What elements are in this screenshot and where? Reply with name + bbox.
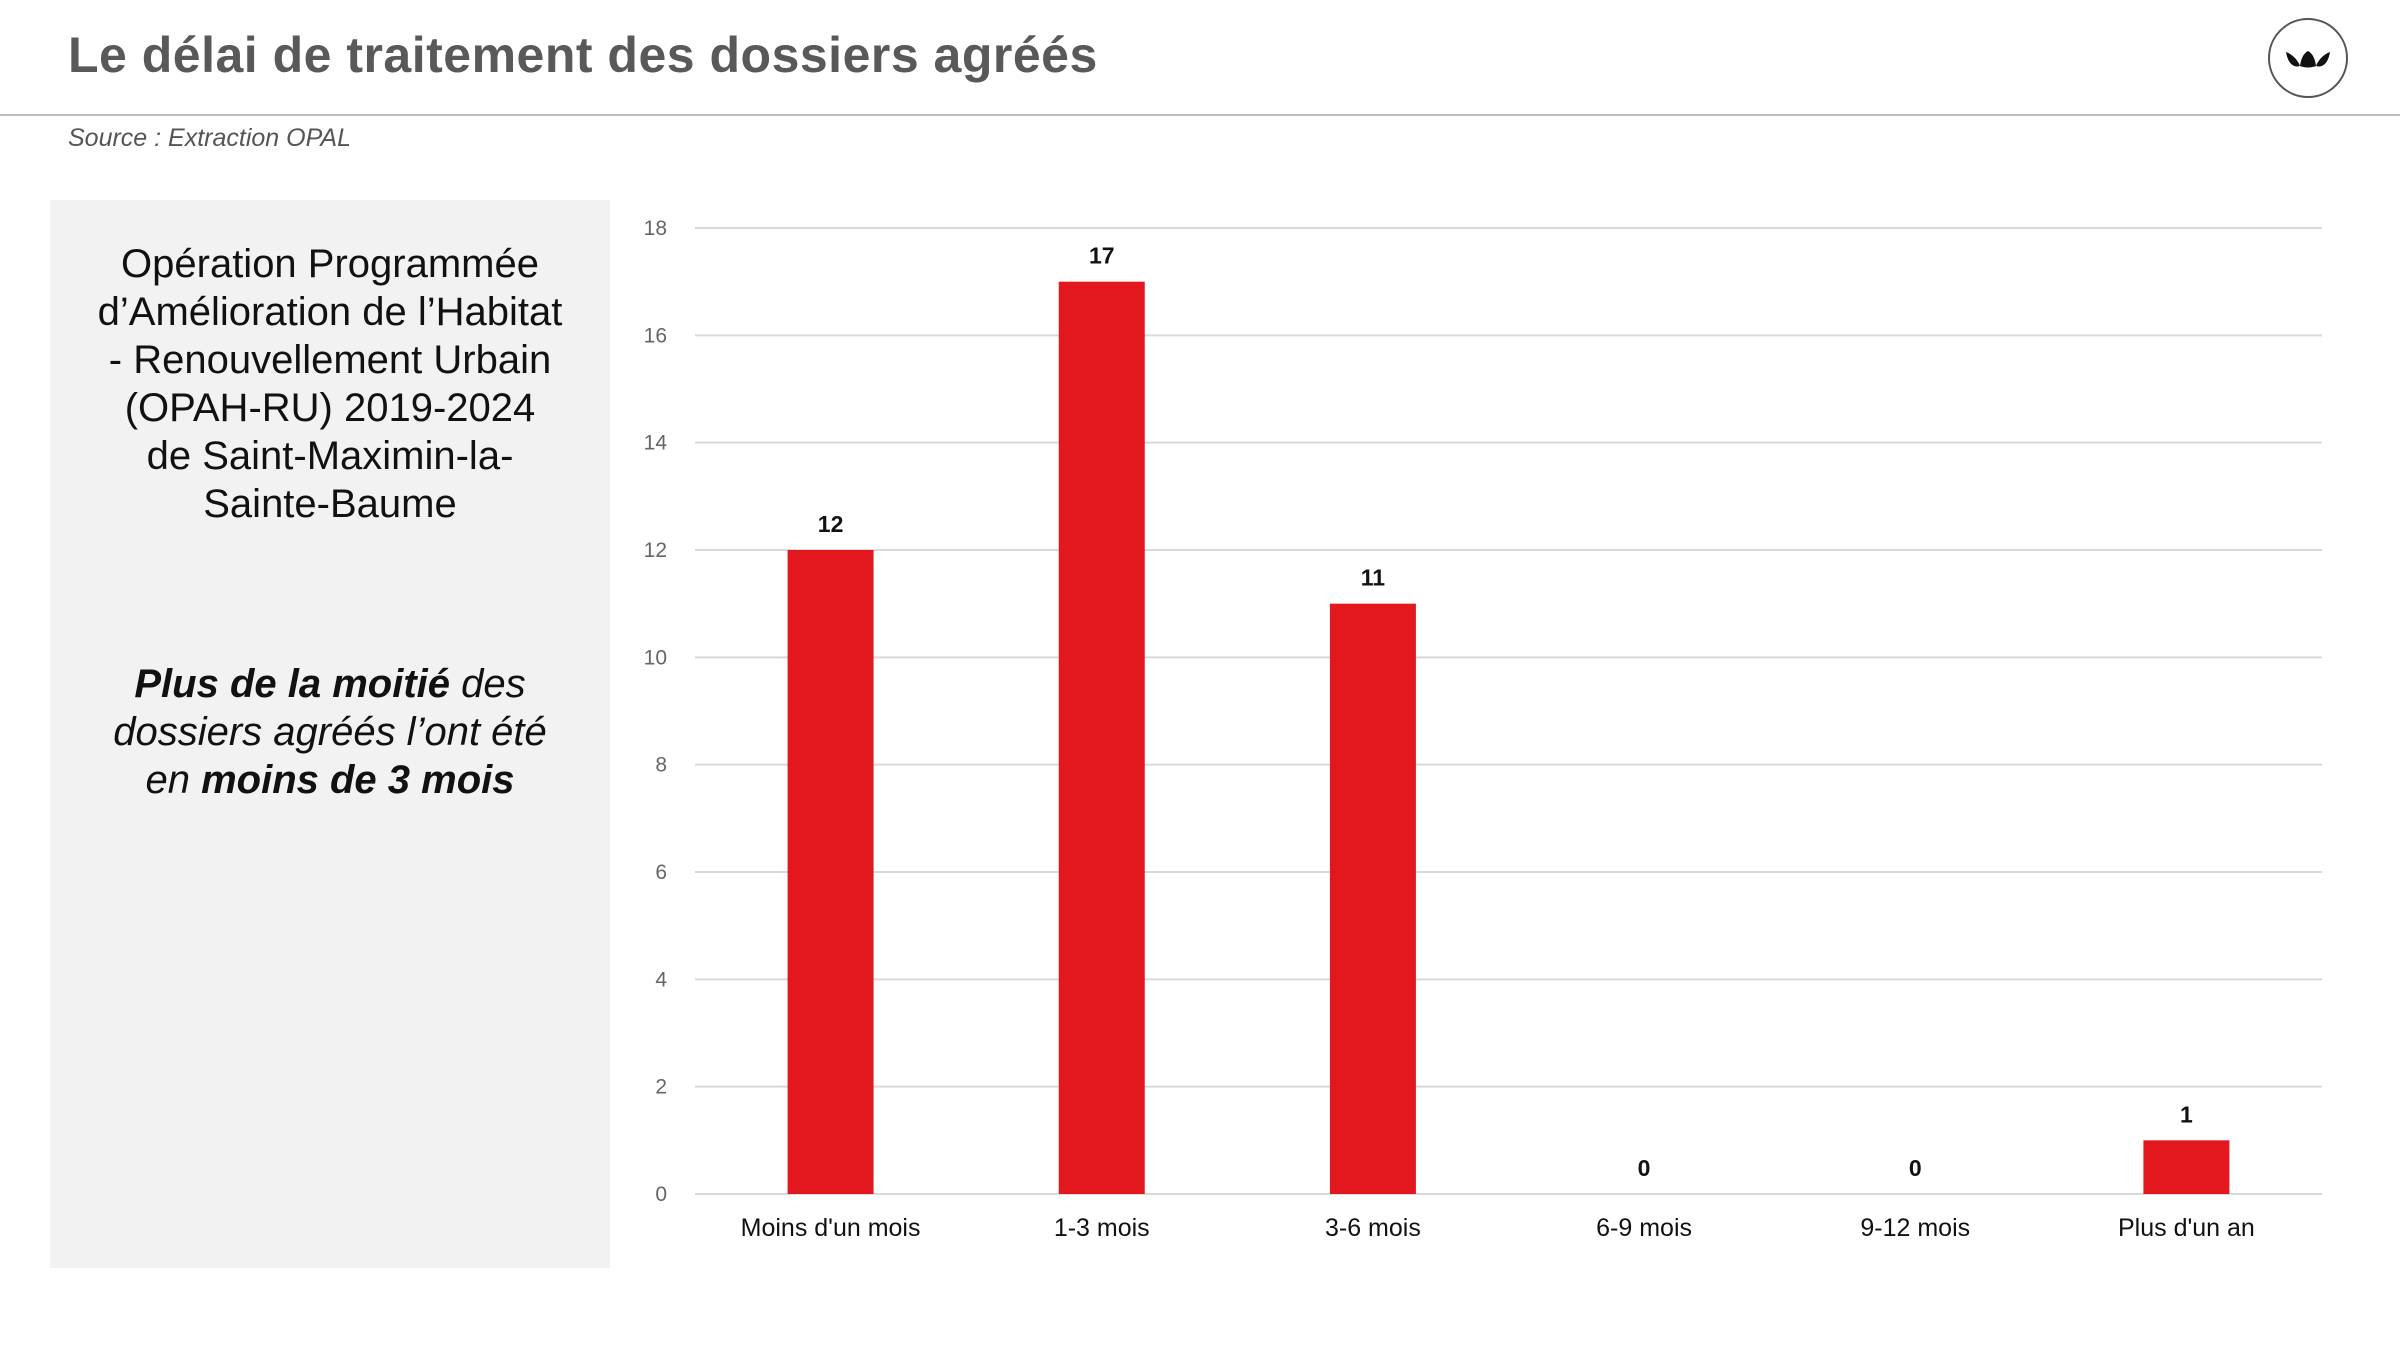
key-finding-emphasis: moins de 3 mois <box>201 758 515 802</box>
y-tick-label: 16 <box>644 324 667 347</box>
programme-title: Opération Programmée d’Amélioration de l… <box>70 240 590 528</box>
source-note: Source : Extraction OPAL <box>68 124 351 152</box>
programme-title-line: Sainte-Baume <box>203 482 457 526</box>
data-label: 11 <box>1361 565 1386 591</box>
data-label: 0 <box>1909 1155 1922 1181</box>
x-tick-label: Plus d'un an <box>2118 1214 2255 1242</box>
programme-title-line: de Saint-Maximin-la- <box>146 434 514 478</box>
bar <box>1058 281 1145 1195</box>
y-tick-label: 0 <box>655 1183 667 1206</box>
programme-title-line: Opération Programmée <box>121 242 539 286</box>
data-label: 17 <box>1089 243 1115 269</box>
bar <box>2143 1140 2230 1194</box>
key-finding-text: en <box>145 758 202 802</box>
y-tick-label: 10 <box>644 646 667 669</box>
bar <box>787 550 874 1194</box>
y-tick-label: 18 <box>644 217 667 240</box>
data-label: 0 <box>1638 1155 1651 1181</box>
x-tick-label: 3-6 mois <box>1325 1214 1421 1242</box>
x-tick-label: 1-3 mois <box>1054 1214 1150 1242</box>
x-tick-label: 6-9 mois <box>1596 1214 1692 1242</box>
header-divider <box>0 114 2400 116</box>
bar <box>1329 603 1416 1194</box>
data-label: 1 <box>2180 1101 2193 1127</box>
y-tick-label: 8 <box>655 754 667 777</box>
key-finding: Plus de la moitié des dossiers agréés l’… <box>70 660 590 804</box>
y-tick-label: 12 <box>644 539 667 562</box>
y-tick-label: 2 <box>655 1076 667 1099</box>
y-tick-label: 14 <box>644 432 668 455</box>
x-tick-label: Moins d'un mois <box>741 1214 921 1242</box>
programme-title-line: - Renouvellement Urbain <box>108 338 552 382</box>
brand-logo-icon <box>2268 18 2348 98</box>
info-panel: Opération Programmée d’Amélioration de l… <box>50 200 610 1268</box>
data-label: 12 <box>818 511 844 537</box>
y-tick-label: 4 <box>655 968 667 991</box>
key-finding-text: des <box>450 662 526 706</box>
key-finding-text: dossiers agréés l’ont été <box>113 710 547 754</box>
programme-title-line: (OPAH-RU) 2019-2024 <box>124 386 536 430</box>
x-tick-label: 9-12 mois <box>1860 1214 1970 1242</box>
key-finding-emphasis: Plus de la moitié <box>134 662 451 706</box>
programme-title-line: d’Amélioration de l’Habitat <box>97 290 563 334</box>
page-title: Le délai de traitement des dossiers agré… <box>68 27 1098 83</box>
y-tick-label: 6 <box>655 861 667 884</box>
